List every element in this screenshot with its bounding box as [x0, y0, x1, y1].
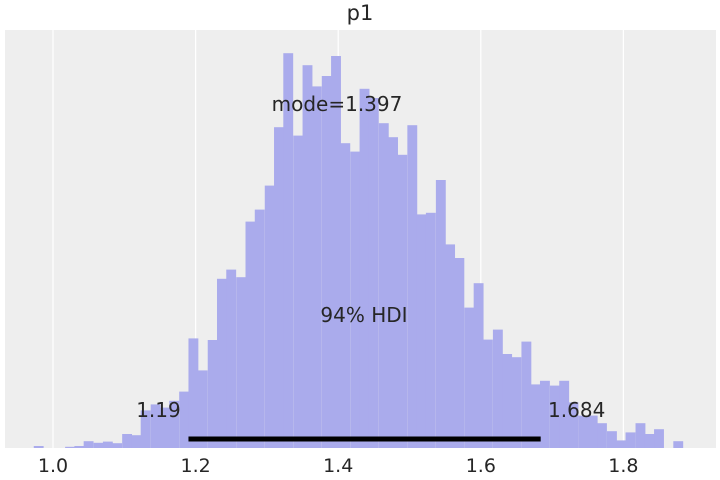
histogram-bar — [511, 357, 522, 448]
histogram-bar — [388, 137, 398, 448]
histogram-bar — [549, 385, 560, 448]
histogram-bar — [150, 404, 161, 448]
histogram-bar — [83, 441, 94, 448]
histogram-bar — [616, 440, 627, 448]
hdi-low-label: 1.19 — [136, 398, 181, 422]
histogram-bar — [539, 380, 550, 448]
histogram-bar — [625, 432, 636, 448]
histogram-bar — [635, 423, 646, 448]
histogram-bar — [464, 307, 475, 448]
x-tick-label: 1.2 — [180, 455, 210, 477]
histogram-bar — [530, 384, 541, 448]
histogram-bar — [159, 407, 170, 448]
chart-title: p1 — [347, 1, 374, 25]
histogram-bar — [607, 431, 617, 448]
histogram-bar — [254, 209, 265, 448]
x-tick-label: 1.6 — [466, 455, 496, 477]
histogram-bar — [482, 339, 493, 448]
histogram-bar — [197, 370, 208, 448]
histogram-bar — [350, 151, 361, 448]
histogram-bar — [502, 354, 513, 448]
histogram-bar — [397, 154, 408, 449]
histogram-bar — [216, 278, 227, 448]
histogram-bar — [131, 435, 142, 448]
histogram-bars — [33, 53, 684, 449]
x-tick-label: 1.4 — [323, 455, 353, 477]
histogram-bar — [226, 269, 237, 448]
histogram-bar — [274, 127, 284, 448]
histogram-bar — [340, 143, 351, 448]
histogram-bar — [425, 212, 436, 448]
histogram-bar — [321, 76, 332, 448]
x-tick-label: 1.0 — [38, 455, 68, 477]
hdi-high-label: 1.684 — [548, 398, 605, 422]
histogram-bar — [654, 429, 664, 448]
histogram-bar — [521, 341, 532, 448]
histogram-bar — [122, 434, 133, 448]
histogram-bar — [179, 391, 190, 448]
histogram-bar — [188, 338, 199, 448]
histogram-bar — [644, 434, 655, 448]
histogram-bar — [283, 53, 294, 448]
histogram-bar — [473, 283, 484, 448]
histogram-bar — [264, 185, 275, 448]
histogram-bar — [673, 441, 684, 448]
x-axis-ticks: 1.0 1.2 1.4 1.6 1.8 — [38, 455, 639, 477]
histogram-bar — [65, 446, 75, 448]
histogram-bar — [587, 415, 598, 448]
histogram-bar — [407, 125, 418, 448]
histogram-bar — [74, 446, 85, 448]
histogram-bar — [293, 135, 304, 448]
histogram-bar — [359, 88, 370, 449]
histogram-bar — [236, 277, 247, 448]
histogram-bar — [435, 180, 446, 448]
histogram-bar — [559, 380, 570, 448]
histogram-bar — [454, 258, 465, 448]
histogram-bar — [140, 410, 151, 448]
histogram-bar — [578, 415, 589, 448]
histogram-bar — [93, 442, 104, 448]
hdi-label: 94% HDI — [320, 303, 407, 327]
histogram-bar — [102, 441, 113, 448]
histogram-bar — [311, 86, 322, 449]
histogram-bar — [378, 123, 389, 448]
histogram-bar — [245, 221, 256, 448]
x-tick-label: 1.8 — [608, 455, 638, 477]
histogram-bar — [492, 329, 503, 448]
histogram-bar — [597, 423, 607, 448]
histogram-bar — [302, 65, 313, 448]
histogram-bar — [331, 56, 341, 448]
histogram-bar — [568, 402, 579, 448]
histogram-bar — [33, 446, 44, 448]
histogram-bar — [169, 400, 180, 448]
histogram-bar — [207, 340, 218, 448]
mode-label: mode=1.397 — [272, 92, 403, 116]
histogram-bar — [368, 98, 379, 448]
histogram-bar — [416, 214, 427, 448]
histogram-bar — [112, 443, 123, 448]
histogram-bar — [445, 244, 456, 448]
